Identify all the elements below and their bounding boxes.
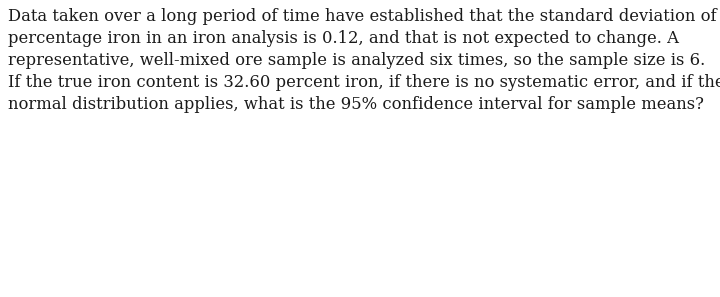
Text: If the true iron content is 32.60 percent iron, if there is no systematic error,: If the true iron content is 32.60 percen… [8, 74, 720, 91]
Text: Data taken over a long period of time have established that the standard deviati: Data taken over a long period of time ha… [8, 8, 716, 25]
Text: representative, well-mixed ore sample is analyzed six times, so the sample size : representative, well-mixed ore sample is… [8, 52, 706, 69]
Text: normal distribution applies, what is the 95% confidence interval for sample mean: normal distribution applies, what is the… [8, 96, 704, 113]
Text: percentage iron in an iron analysis is 0.12, and that is not expected to change.: percentage iron in an iron analysis is 0… [8, 30, 679, 47]
